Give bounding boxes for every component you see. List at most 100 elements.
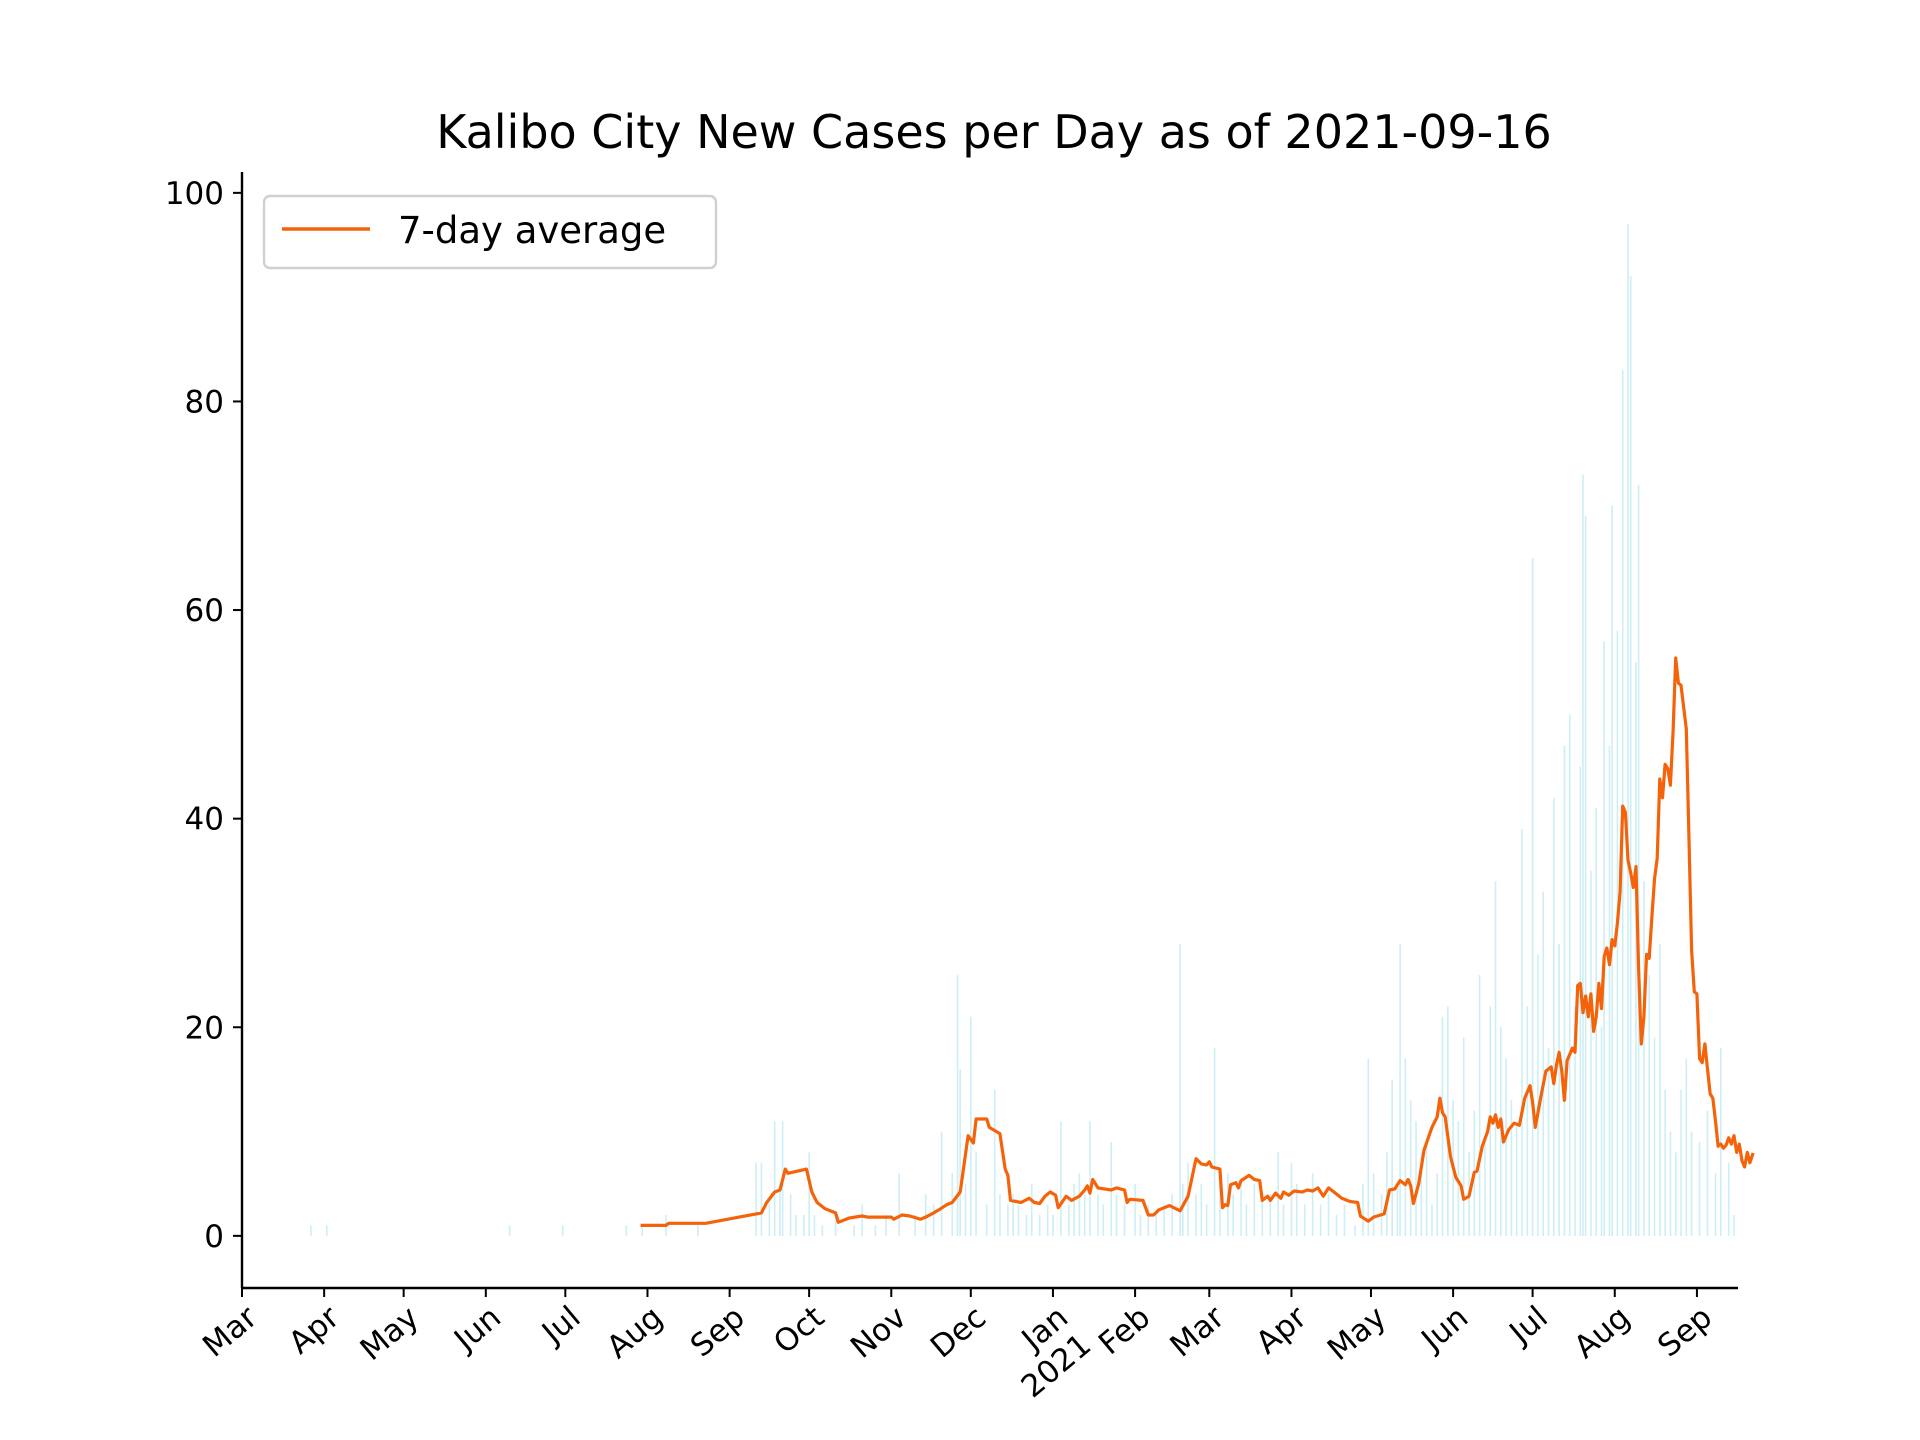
legend: 7-day average — [262, 194, 718, 270]
daily-cases-bar — [1415, 1121, 1417, 1236]
daily-cases-bar — [808, 1152, 810, 1236]
daily-cases-bar — [1635, 662, 1637, 1236]
daily-cases-bar — [951, 1173, 954, 1236]
x-tick-label-group: Nov — [844, 1299, 913, 1365]
daily-cases-bar — [1017, 1204, 1020, 1236]
daily-cases-bar — [1073, 1183, 1075, 1236]
axes — [240, 172, 1738, 1290]
x-tick-label: Mar — [1163, 1299, 1231, 1364]
daily-cases-bar — [874, 1225, 877, 1236]
x-tick-label-group: Feb — [1092, 1299, 1157, 1362]
daily-cases-bar — [1078, 1173, 1081, 1236]
x-tick-label: Jun — [1413, 1299, 1475, 1359]
daily-cases-bar — [508, 1225, 511, 1236]
daily-cases-bar — [861, 1204, 863, 1236]
daily-cases-bar — [1526, 1006, 1529, 1236]
x-tick-label: Mar — [196, 1299, 264, 1364]
daily-cases-bar — [1089, 1121, 1091, 1236]
daily-cases-bar — [1579, 766, 1582, 1236]
daily-cases-bar — [326, 1225, 328, 1236]
daily-cases-bar — [1245, 1204, 1248, 1236]
daily-cases-bar — [834, 1214, 837, 1236]
daily-cases-bar — [1714, 1173, 1717, 1236]
daily-cases-bar — [1648, 975, 1651, 1236]
x-tick-label: Jul — [534, 1299, 587, 1352]
daily-cases-bar — [1425, 1141, 1428, 1236]
daily-cases-bar — [1171, 1194, 1173, 1236]
x-tick-label: Jun — [446, 1299, 508, 1359]
daily-cases-bar — [985, 1204, 988, 1236]
daily-cases-bar — [1584, 516, 1587, 1236]
x-tick-label-group: Dec — [924, 1299, 993, 1365]
daily-cases-bar — [1674, 1152, 1677, 1236]
daily-cases-bar — [1706, 1110, 1709, 1236]
x-tick-label-group: Jul — [1501, 1299, 1554, 1352]
daily-cases-bar — [1319, 1204, 1322, 1236]
x-tick-label-group: Apr — [1249, 1299, 1313, 1361]
daily-cases-bar — [1269, 1194, 1272, 1236]
daily-cases-bar — [1680, 1089, 1682, 1236]
x-tick-label-group: Sep — [1651, 1299, 1719, 1364]
daily-cases-bar — [853, 1225, 855, 1236]
x-tick-label: Apr — [282, 1299, 346, 1361]
daily-cases-bar — [1685, 1058, 1688, 1236]
daily-cases-bar — [1060, 1121, 1062, 1236]
daily-cases-bar — [789, 1194, 792, 1236]
daily-cases-bar — [1478, 975, 1481, 1236]
daily-cases-bar — [1669, 1131, 1672, 1236]
daily-cases-bar — [625, 1225, 628, 1236]
x-tick-label-group: Aug — [600, 1299, 670, 1365]
daily-cases-bar — [1447, 1006, 1449, 1236]
daily-cases-bar — [813, 1214, 816, 1236]
daily-cases-bar — [1163, 1204, 1166, 1236]
daily-cases-bar — [1531, 557, 1534, 1236]
daily-cases-bar — [1431, 1204, 1433, 1236]
daily-cases-bar — [1083, 1194, 1086, 1236]
daily-cases-bar — [803, 1214, 805, 1236]
daily-cases-bar — [821, 1225, 824, 1236]
daily-cases-bar — [1134, 1183, 1136, 1236]
x-tick-label: Feb — [1092, 1299, 1157, 1362]
daily-cases-bar — [1436, 1173, 1439, 1236]
daily-cases-bar — [975, 1152, 977, 1236]
daily-cases-bar — [914, 1214, 916, 1236]
daily-cases-bar — [885, 1214, 887, 1236]
x-tick-label: Oct — [767, 1299, 831, 1361]
daily-cases-bar — [1367, 1058, 1370, 1236]
daily-cases-bar — [1219, 1183, 1221, 1236]
daily-cases-bar — [1515, 1121, 1518, 1236]
daily-cases-bar — [1253, 1183, 1256, 1236]
daily-cases-bar — [1409, 1100, 1412, 1236]
daily-cases-bar — [1420, 1152, 1423, 1236]
daily-cases-bar — [1282, 1204, 1285, 1236]
daily-cases-bar — [1603, 641, 1605, 1236]
x-tick-label-group: Oct — [767, 1299, 831, 1361]
daily-cases-bar — [1558, 943, 1560, 1236]
daily-cases-bar — [795, 1214, 797, 1236]
daily-cases-bar — [1155, 1214, 1158, 1236]
y-tick-label: 80 — [185, 384, 224, 420]
x-tick-label: Apr — [1249, 1299, 1313, 1361]
daily-cases-bar — [1542, 891, 1545, 1236]
daily-cases-bar — [1621, 370, 1624, 1236]
x-tick-label: Aug — [1567, 1299, 1637, 1365]
daily-cases-bar — [993, 1089, 996, 1236]
daily-cases-bar — [1608, 745, 1611, 1236]
daily-cases-bar — [1600, 1027, 1603, 1236]
daily-cases-bar — [1690, 1131, 1693, 1236]
daily-cases-bar — [1574, 1006, 1576, 1236]
daily-cases-bar — [940, 1131, 943, 1236]
average-line-layer — [640, 656, 1755, 1228]
daily-cases-bar — [1097, 1194, 1099, 1236]
seven-day-average-line — [640, 656, 1755, 1228]
daily-cases-bar — [1521, 829, 1523, 1236]
daily-cases-bar — [1115, 1194, 1118, 1236]
x-tick-label-group: Sep — [684, 1299, 752, 1364]
x-tick-label: Aug — [600, 1299, 670, 1365]
daily-cases-bar — [1295, 1183, 1298, 1236]
daily-cases-bar — [1611, 505, 1613, 1236]
daily-cases-bar — [1179, 943, 1181, 1236]
daily-cases-bars — [310, 224, 1735, 1236]
daily-cases-bar — [1733, 1214, 1735, 1236]
daily-cases-bar — [1659, 943, 1661, 1236]
